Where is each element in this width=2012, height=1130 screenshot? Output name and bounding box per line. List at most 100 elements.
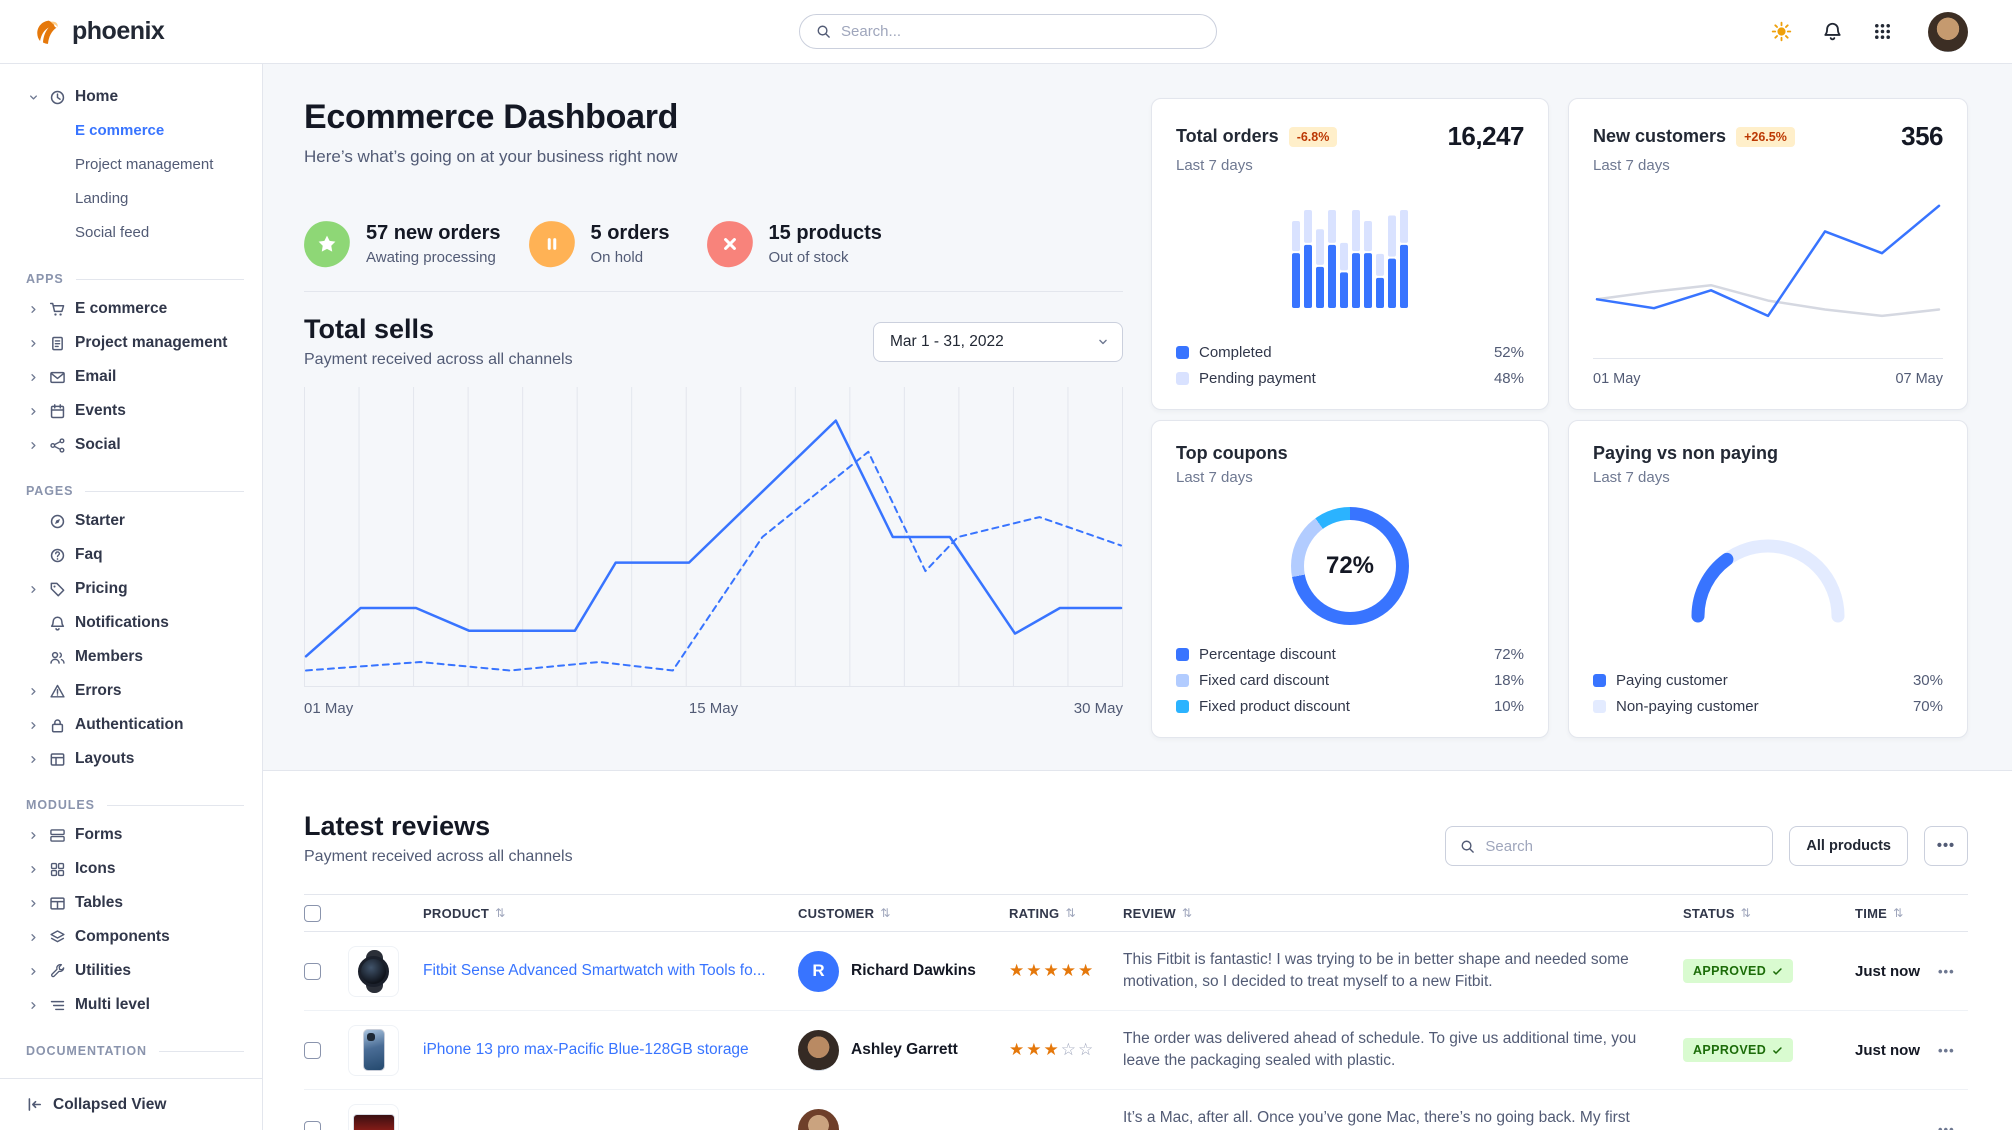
sidebar-item-home[interactable]: Home xyxy=(0,80,262,114)
star-icon: ☆ xyxy=(1078,1040,1096,1059)
review-row: iPhone 13 pro max-Pacific Blue-128GB sto… xyxy=(304,1011,1968,1090)
notifications-bell-icon[interactable] xyxy=(1822,21,1843,42)
sidebar-item-tables[interactable]: Tables xyxy=(0,886,262,920)
sidebar-item-forms[interactable]: Forms xyxy=(0,818,262,852)
product-image-smartwatch xyxy=(348,945,399,997)
sidebar-subitem-project-management[interactable]: Project management xyxy=(75,156,214,173)
column-header-time[interactable]: TIME ⇅ xyxy=(1855,905,1904,921)
product-link[interactable]: Fitbit Sense Advanced Smartwatch with To… xyxy=(423,962,766,979)
column-header-customer[interactable]: CUSTOMER ⇅ xyxy=(798,905,891,921)
sidebar-item-utilities[interactable]: Utilities xyxy=(0,954,262,988)
row-checkbox[interactable] xyxy=(304,1041,348,1059)
sidebar-item-faq[interactable]: Faq xyxy=(0,538,262,572)
paying-legend: Paying customer 30% Non-paying customer 70% xyxy=(1593,672,1943,715)
collapsed-view-label: Collapsed View xyxy=(53,1095,167,1113)
global-search-input[interactable] xyxy=(841,23,1200,40)
sort-icon: ⇅ xyxy=(1181,906,1193,920)
total-sells-subtitle: Payment received across all channels xyxy=(304,351,573,368)
reviews-search-input[interactable] xyxy=(1485,837,1759,855)
sidebar-item-events[interactable]: Events xyxy=(0,394,262,428)
sidebar-item-starter[interactable]: Starter xyxy=(0,504,262,538)
sidebar-subitem-social-feed[interactable]: Social feed xyxy=(75,224,150,241)
card-period: Last 7 days xyxy=(1176,469,1253,486)
reviews-table-body: Fitbit Sense Advanced Smartwatch with To… xyxy=(304,932,1968,1130)
sidebar-item-label: Icons xyxy=(75,860,116,877)
total-sells-title: Total sells xyxy=(304,314,435,344)
sort-icon: ⇅ xyxy=(495,906,506,920)
collapsed-view-toggle[interactable]: Collapsed View xyxy=(0,1078,262,1130)
total-orders-card: Total orders -6.8% 16,247 Last 7 days Co… xyxy=(1151,98,1549,410)
chevron-right-icon xyxy=(26,371,40,384)
reviews-title: Latest reviews xyxy=(304,811,491,841)
x-axis-label: 30 May xyxy=(1073,700,1123,717)
sidebar-item-social[interactable]: Social xyxy=(0,428,262,462)
sidebar-item-notifications[interactable]: Notifications xyxy=(0,606,262,640)
total-orders-legend: Completed 52% Pending payment 48% xyxy=(1176,344,1524,387)
product-image-phone xyxy=(348,1024,399,1076)
legend-label: Paying customer xyxy=(1616,672,1728,689)
column-header-status[interactable]: STATUS ⇅ xyxy=(1683,905,1751,921)
row-checkbox[interactable] xyxy=(304,1120,348,1130)
calendar-icon xyxy=(49,403,66,420)
chevron-right-icon xyxy=(26,829,40,842)
top-navbar: phoenix xyxy=(0,0,2012,64)
apps-grid-icon[interactable] xyxy=(1873,22,1892,41)
rating-stars: ★ ★ ★ ☆ ☆ xyxy=(1009,1040,1123,1060)
legend-value: 72% xyxy=(1493,646,1524,663)
total-sells-line-chart xyxy=(304,387,1123,687)
row-more-button[interactable]: ••• xyxy=(1938,1121,1955,1130)
customer-cell[interactable]: Ashley Garrett xyxy=(798,1029,1009,1071)
chevron-right-icon xyxy=(26,337,40,350)
brand-logo[interactable]: phoenix xyxy=(34,17,263,46)
cross-icon xyxy=(704,218,755,270)
new-customers-line-chart xyxy=(1595,204,1941,318)
row-checkbox[interactable] xyxy=(304,962,348,980)
select-all-checkbox[interactable] xyxy=(304,904,348,922)
sidebar-subitem-e-commerce[interactable]: E commerce xyxy=(75,122,165,139)
navbar-actions xyxy=(1771,11,1968,52)
column-header-product[interactable]: PRODUCT ⇅ xyxy=(423,905,506,921)
status-badge: APPROVED xyxy=(1683,1038,1794,1062)
star-icon: ★ xyxy=(1026,961,1044,980)
cart-icon xyxy=(49,301,66,318)
column-header-review[interactable]: REVIEW ⇅ xyxy=(1123,905,1193,921)
user-avatar[interactable] xyxy=(1928,11,1968,52)
sidebar-item-e-commerce[interactable]: E commerce xyxy=(0,292,262,326)
chevron-right-icon xyxy=(26,753,40,766)
sidebar-item-members[interactable]: Members xyxy=(0,640,262,674)
theme-toggle-sun-icon[interactable] xyxy=(1771,21,1792,42)
star-icon: ☆ xyxy=(1060,1040,1078,1059)
sidebar-item-components[interactable]: Components xyxy=(0,920,262,954)
all-products-button[interactable]: All products xyxy=(1789,826,1908,866)
row-more-button[interactable]: ••• xyxy=(1938,963,1955,979)
row-more-button[interactable]: ••• xyxy=(1938,1042,1955,1058)
legend-label: Percentage discount xyxy=(1199,646,1336,663)
sidebar-item-label: Layouts xyxy=(75,750,135,767)
sidebar-item-label: E commerce xyxy=(75,300,168,317)
sidebar-item-multi-level[interactable]: Multi level xyxy=(0,988,262,1022)
product-link[interactable]: iPhone 13 pro max-Pacific Blue-128GB sto… xyxy=(423,1041,749,1058)
customer-cell[interactable]: R Richard Dawkins xyxy=(798,950,1009,992)
sidebar-item-layouts[interactable]: Layouts xyxy=(0,742,262,776)
sidebar-item-icons[interactable]: Icons xyxy=(0,852,262,886)
review-time: Just now xyxy=(1855,962,1921,980)
list-icon xyxy=(49,997,66,1014)
customer-cell[interactable] xyxy=(798,1108,1009,1130)
sidebar-item-errors[interactable]: Errors xyxy=(0,674,262,708)
card-title: Top coupons xyxy=(1176,443,1288,463)
sidebar-subitem-landing[interactable]: Landing xyxy=(75,190,129,207)
donut-center-value: 72% xyxy=(1325,552,1375,579)
column-header-rating[interactable]: RATING ⇅ xyxy=(1009,905,1076,921)
sidebar-item-project-management[interactable]: Project management xyxy=(0,326,262,360)
status-cell: APPROVED xyxy=(1683,1038,1855,1062)
legend-value: 18% xyxy=(1493,672,1524,689)
iconsGrid-icon xyxy=(49,861,66,878)
date-range-select[interactable]: Mar 1 - 31, 2022 xyxy=(873,321,1123,362)
bell-icon xyxy=(49,615,66,632)
reviews-more-button[interactable]: ••• xyxy=(1924,826,1968,866)
legend-item: Pending payment 48% xyxy=(1176,370,1524,387)
sidebar-item-email[interactable]: Email xyxy=(0,360,262,394)
sidebar-item-authentication[interactable]: Authentication xyxy=(0,708,262,742)
reviews-subtitle: Payment received across all channels xyxy=(304,848,573,865)
sidebar-item-pricing[interactable]: Pricing xyxy=(0,572,262,606)
